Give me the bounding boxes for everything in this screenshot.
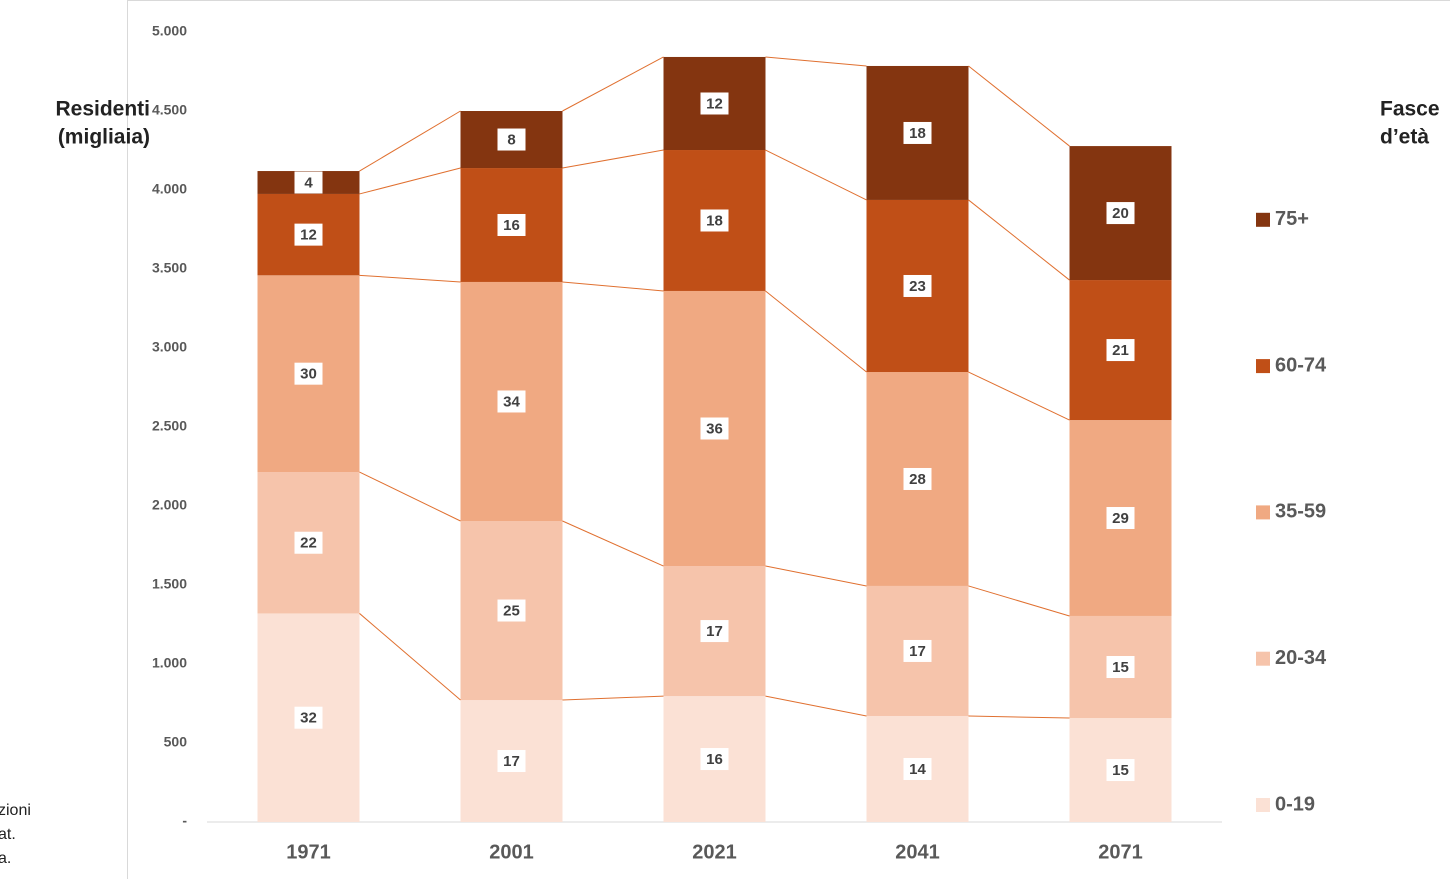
- y-tick-label: 500: [164, 734, 188, 750]
- data-label: 22: [300, 535, 317, 552]
- y-tick-label: 2.500: [152, 418, 187, 434]
- data-label: 4: [304, 174, 313, 191]
- legend-label: 20-34: [1275, 647, 1327, 669]
- legend-title: Fasce: [1380, 98, 1440, 121]
- data-label: 16: [503, 217, 520, 234]
- y-tick-label: 1.500: [152, 576, 187, 592]
- source-note: zioni: [0, 802, 31, 819]
- data-label: 25: [503, 602, 520, 619]
- data-label: 18: [706, 212, 723, 229]
- y-tick-label: 2.000: [152, 497, 187, 513]
- legend-label: 35-59: [1275, 501, 1326, 523]
- data-label: 21: [1112, 342, 1129, 359]
- y-axis-title: Residenti: [55, 98, 150, 121]
- legend-swatch: [1256, 213, 1270, 227]
- legend-label: 0-19: [1275, 793, 1315, 815]
- legend-swatch: [1256, 505, 1270, 519]
- data-label: 17: [503, 753, 520, 770]
- data-label: 17: [909, 643, 926, 660]
- y-tick-label: 5.000: [152, 23, 187, 39]
- y-axis-title: (migliaia): [58, 126, 150, 149]
- x-tick-label: 2041: [895, 841, 940, 863]
- y-tick-label: 4.000: [152, 181, 187, 197]
- data-label: 8: [507, 131, 515, 148]
- x-tick-label: 1971: [286, 841, 331, 863]
- legend-title: d’età: [1380, 126, 1429, 149]
- x-tick-label: 2001: [489, 841, 534, 863]
- data-label: 28: [909, 471, 926, 488]
- data-label: 32: [300, 710, 317, 727]
- y-tick-label: -: [182, 813, 187, 829]
- legend-label: 75+: [1275, 208, 1309, 230]
- legend-swatch: [1256, 359, 1270, 373]
- data-label: 15: [1112, 762, 1129, 779]
- source-note: at.: [0, 826, 16, 843]
- data-label: 34: [503, 393, 520, 410]
- data-label: 23: [909, 278, 926, 295]
- data-label: 30: [300, 366, 317, 383]
- data-label: 20: [1112, 205, 1129, 222]
- data-label: 29: [1112, 510, 1129, 527]
- legend-swatch: [1256, 798, 1270, 812]
- source-note: a.: [0, 850, 11, 867]
- legend-label: 60-74: [1275, 354, 1327, 376]
- data-label: 14: [909, 761, 926, 778]
- x-tick-label: 2071: [1098, 841, 1143, 863]
- y-tick-label: 3.000: [152, 339, 187, 355]
- data-label: 17: [706, 623, 723, 640]
- data-label: 12: [300, 227, 317, 244]
- y-tick-label: 1.000: [152, 655, 187, 671]
- data-label: 18: [909, 125, 926, 142]
- data-label: 15: [1112, 659, 1129, 676]
- legend-swatch: [1256, 652, 1270, 666]
- x-tick-label: 2021: [692, 841, 737, 863]
- data-label: 12: [706, 95, 723, 112]
- y-tick-label: 3.500: [152, 260, 187, 276]
- data-label: 36: [706, 420, 723, 437]
- data-label: 16: [706, 751, 723, 768]
- y-tick-label: 4.500: [152, 102, 187, 118]
